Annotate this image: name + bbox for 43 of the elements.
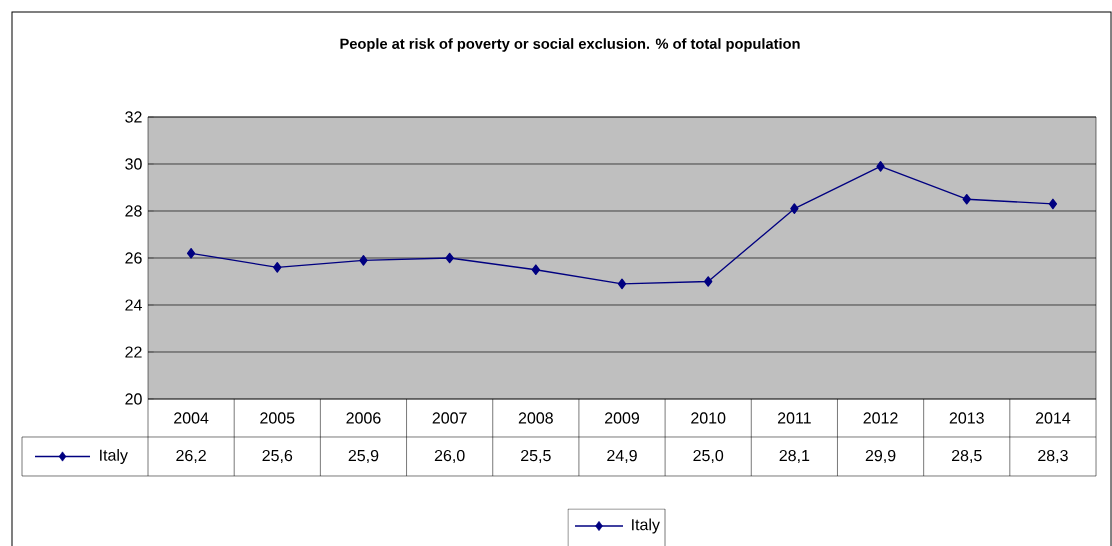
y-tick-label: 32 — [125, 111, 142, 123]
x-tick-label: 2006 — [346, 412, 381, 424]
x-tick-label: 2004 — [174, 412, 209, 424]
point — [876, 161, 885, 172]
y-tick-label: 22 — [125, 346, 142, 358]
data-label: 25,0 — [693, 449, 724, 464]
x-tick-label: 2009 — [605, 412, 640, 424]
legend-label: Italy — [100, 449, 128, 464]
data-label: 28,3 — [1038, 449, 1068, 464]
y-tick-label: 24 — [125, 299, 142, 311]
x-tick-label: 2012 — [863, 412, 898, 424]
point — [531, 264, 540, 276]
x-tick-label: 2011 — [777, 412, 811, 424]
point — [1048, 198, 1058, 210]
data-label: 28,5 — [951, 449, 982, 464]
data-label: 25,9 — [348, 449, 379, 464]
x-tick-label: 2007 — [432, 412, 467, 424]
y-tick-label: 30 — [125, 158, 142, 170]
data-label: 24,9 — [607, 449, 637, 464]
x-tick-label: 2008 — [518, 412, 553, 424]
x-tick-label: 2013 — [949, 412, 984, 424]
data-label: 28,1 — [779, 449, 810, 464]
text: Italy — [632, 518, 660, 534]
point — [790, 203, 799, 214]
y-tick-label: 20 — [125, 393, 142, 405]
data-label: 26,0 — [434, 449, 465, 464]
point — [273, 262, 282, 273]
chart-title: People at risk of poverty or social exclusion. % of total population — [340, 38, 800, 52]
point — [186, 247, 196, 259]
x-tick-label: 2010 — [691, 412, 726, 424]
data-label: 25,5 — [521, 449, 551, 464]
point — [704, 276, 713, 287]
point — [445, 252, 454, 264]
data-label: 29,9 — [865, 449, 896, 464]
point — [359, 255, 368, 266]
data-label: 25,6 — [262, 449, 293, 464]
y-tick-label: 26 — [125, 252, 142, 264]
y-tick-label: 28 — [125, 205, 142, 217]
x-tick-label: 2014 — [1035, 412, 1071, 424]
data-label: 26,2 — [176, 449, 206, 464]
point — [617, 278, 627, 290]
x-tick-label: 2005 — [260, 412, 295, 424]
point — [962, 193, 971, 205]
